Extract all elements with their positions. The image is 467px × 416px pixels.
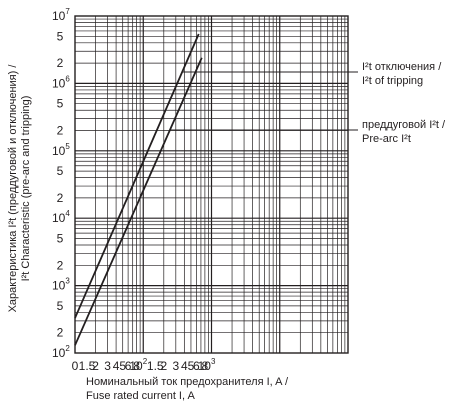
y-tick-label: 5 [57, 97, 64, 111]
y-tick-label: 107 [52, 7, 70, 23]
series-layer [74, 33, 203, 346]
y-tick-labels: 102 2 5 103 2 5 104 2 5 105 2 5 106 2 5 107 [52, 7, 70, 360]
y-tick-label: 104 [52, 209, 70, 225]
plot-frame [74, 15, 349, 354]
x-tick-label: 2 [160, 359, 167, 373]
y-tick-label: 2 [57, 124, 64, 138]
x-axis-title-line-1: Номинальный ток предохранителя I, A / [86, 376, 289, 388]
x-tick-label: 6 [125, 359, 132, 373]
series-label-2-line-2: Pre-arc I²t [362, 133, 411, 145]
y-axis-title-line-2: I²t Characteristic (pre-arc and tripping… [20, 96, 32, 282]
x-tick-label: 6 [193, 359, 200, 373]
y-tick-label: 5 [57, 164, 64, 178]
x-tick-label: 0 [72, 359, 79, 373]
series-label-1-line-1: I²t отключения / [362, 61, 442, 73]
y-tick-label: 102 [52, 344, 70, 360]
y-tick-label: 5 [57, 29, 64, 43]
series-labels: I²t отключения / I²t of tripping преддугов… [169, 61, 446, 145]
y-axis-title-line-1: Характеристика I²t (преддуговой и отключ… [7, 64, 19, 313]
x-tick-label: 4 [181, 359, 188, 373]
x-tick-label: 2 [92, 359, 99, 373]
x-tick-label: 5 [188, 359, 195, 373]
y-tick-label: 106 [52, 74, 70, 90]
series-line-2 [74, 57, 203, 346]
series-line-1 [74, 33, 200, 319]
x-tick-label: 1.5 [79, 359, 96, 373]
y-tick-label: 2 [57, 326, 64, 340]
y-tick-label: 5 [57, 231, 64, 245]
series-label-1-line-2: I²t of tripping [362, 75, 423, 87]
x-tick-label: 4 [113, 359, 120, 373]
y-tick-label: 2 [57, 191, 64, 205]
x-tick-label: 5 [119, 359, 126, 373]
y-tick-label: 2 [57, 258, 64, 272]
y-tick-label: 5 [57, 299, 64, 313]
y-axis-title: Характеристика I²t (преддуговой и отключ… [7, 64, 32, 313]
series-label-2-line-1: преддуговой I²t / [362, 119, 446, 131]
x-axis-title-line-2: Fuse rated current I, A [86, 390, 195, 402]
y-tick-label: 103 [52, 277, 70, 293]
x-tick-label: 103 [198, 357, 216, 373]
x-axis-title: Номинальный ток предохранителя I, A / Fu… [86, 375, 386, 403]
x-tick-label: 1.5 [147, 359, 164, 373]
y-tick-label: 105 [52, 142, 70, 158]
x-tick-label: 8 [133, 359, 140, 373]
x-tick-label: 3 [104, 359, 111, 373]
y-tick-label: 2 [57, 56, 64, 70]
x-tick-label: 8 [202, 359, 209, 373]
x-tick-label: 3 [172, 359, 179, 373]
x-tick-label: 102 [129, 357, 147, 373]
